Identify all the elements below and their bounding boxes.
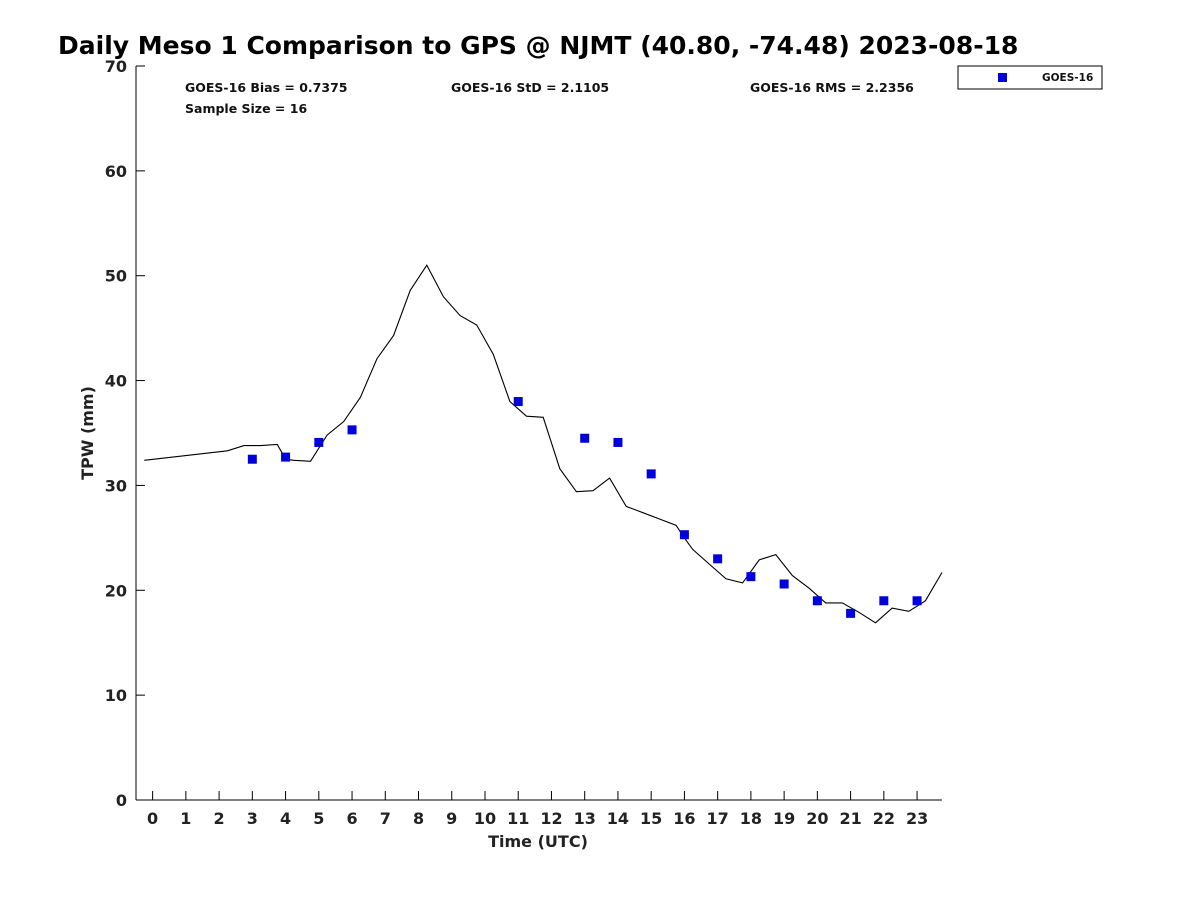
goes16-point [746, 572, 756, 582]
goes16-point [347, 425, 357, 435]
goes16-point [846, 608, 856, 618]
x-tick-label: 7 [380, 809, 391, 828]
goes16-point [713, 554, 723, 564]
plot-area [144, 264, 943, 624]
x-tick-label: 23 [906, 809, 928, 828]
legend-label: GOES-16 [1042, 72, 1093, 84]
x-tick-label: 22 [873, 809, 895, 828]
x-tick-label: 14 [607, 809, 629, 828]
x-tick-label: 16 [673, 809, 695, 828]
goes16-point [314, 437, 324, 447]
x-axis-label: Time (UTC) [488, 832, 588, 851]
y-tick-label: 70 [105, 57, 127, 76]
legend: GOES-16 [957, 65, 1103, 90]
x-tick-label: 15 [640, 809, 662, 828]
gps-line [144, 264, 943, 624]
y-tick-label: 40 [105, 372, 127, 391]
y-tick-label: 30 [105, 476, 127, 495]
x-tick-label: 11 [507, 809, 529, 828]
legend-marker [998, 73, 1007, 82]
goes16-point [513, 397, 523, 407]
stat-rms: GOES-16 RMS = 2.2356 [750, 80, 914, 95]
goes16-point [912, 596, 922, 606]
legend-box [957, 65, 1103, 90]
goes16-point [679, 530, 689, 540]
x-tick-label: 5 [313, 809, 324, 828]
x-tick-label: 1 [180, 809, 191, 828]
x-tick-label: 19 [773, 809, 795, 828]
goes16-point [879, 596, 889, 606]
goes16-point [646, 469, 656, 479]
stat-sample-size: Sample Size = 16 [185, 101, 307, 116]
y-tick-label: 60 [105, 162, 127, 181]
x-tick-label: 18 [740, 809, 762, 828]
goes16-point [281, 452, 291, 462]
stat-bias: GOES-16 Bias = 0.7375 [185, 80, 347, 95]
y-tick-label: 0 [116, 791, 127, 810]
x-tick-label: 8 [413, 809, 424, 828]
x-tick-label: 10 [474, 809, 496, 828]
y-tick-label: 20 [105, 581, 127, 600]
goes16-point [812, 596, 822, 606]
x-tick-label: 0 [147, 809, 158, 828]
y-tick-label: 50 [105, 267, 127, 286]
x-tick-label: 2 [214, 809, 225, 828]
x-tick-label: 13 [574, 809, 596, 828]
y-tick-label: 10 [105, 686, 127, 705]
goes16-point [580, 433, 590, 443]
x-tick-label: 12 [540, 809, 562, 828]
goes16-point [779, 579, 789, 589]
x-tick-label: 4 [280, 809, 291, 828]
goes16-point [247, 454, 257, 464]
x-tick-label: 9 [446, 809, 457, 828]
x-tick-label: 6 [346, 809, 357, 828]
y-axis-label: TPW (mm) [78, 386, 97, 480]
goes16-point [613, 437, 623, 447]
stat-std: GOES-16 StD = 2.1105 [451, 80, 609, 95]
x-tick-label: 20 [806, 809, 828, 828]
x-tick-label: 17 [707, 809, 729, 828]
x-tick-label: 3 [247, 809, 258, 828]
x-tick-label: 21 [839, 809, 861, 828]
chart-title: Daily Meso 1 Comparison to GPS @ NJMT (4… [58, 31, 1018, 60]
